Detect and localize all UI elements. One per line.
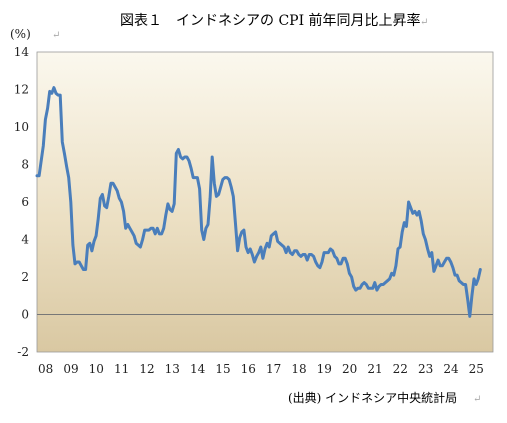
source-note: (出典) インドネシア中央統計局: [288, 390, 457, 405]
x-tick-label: 23: [418, 362, 433, 376]
x-axis-ticks: 08 09 10 11 12 13 14 15 16 17 18 19 20 21 22 23 24 25: [38, 362, 484, 376]
y-tick-label: 10: [14, 120, 29, 134]
title-return-mark: ↵: [420, 17, 428, 28]
x-tick-label: 12: [139, 362, 154, 376]
x-tick-label: 14: [190, 362, 206, 376]
y-axis-ticks: 14 12 10 8 6 4 2 0 -2: [14, 45, 30, 359]
x-tick-label: 22: [393, 362, 408, 376]
y-tick-label: 12: [14, 83, 29, 97]
x-tick-label: 19: [317, 362, 332, 376]
y-tick-label: -2: [17, 345, 29, 359]
x-tick-label: 16: [241, 362, 256, 376]
x-tick-label: 20: [342, 362, 357, 376]
x-tick-label: 15: [215, 362, 230, 376]
x-tick-label: 09: [63, 362, 78, 376]
x-tick-label: 10: [89, 362, 104, 376]
y-tick-label: 14: [14, 45, 30, 59]
x-tick-label: 24: [443, 362, 459, 376]
plot-area: [36, 51, 494, 353]
x-tick-label: 17: [266, 362, 281, 376]
y-tick-label: 2: [21, 270, 29, 284]
x-tick-label: 18: [291, 362, 306, 376]
x-tick-label: 21: [367, 362, 382, 376]
x-tick-label: 11: [114, 362, 129, 376]
y-tick-label: 0: [21, 308, 29, 322]
x-tick-label: 13: [165, 362, 180, 376]
x-tick-label: 08: [38, 362, 53, 376]
y-tick-label: 6: [21, 195, 29, 209]
chart-title: 図表１ インドネシアの CPI 前年同月比上昇率: [120, 12, 421, 29]
y-tick-label: 8: [21, 158, 29, 172]
series-line-cpi: [35, 86, 482, 318]
y-tick-label: 4: [21, 233, 29, 247]
x-tick-label: 25: [469, 362, 484, 376]
source-return-mark: ↵: [473, 394, 481, 405]
unit-return-mark: ↵: [52, 30, 60, 41]
y-axis-unit: (%): [10, 27, 31, 41]
